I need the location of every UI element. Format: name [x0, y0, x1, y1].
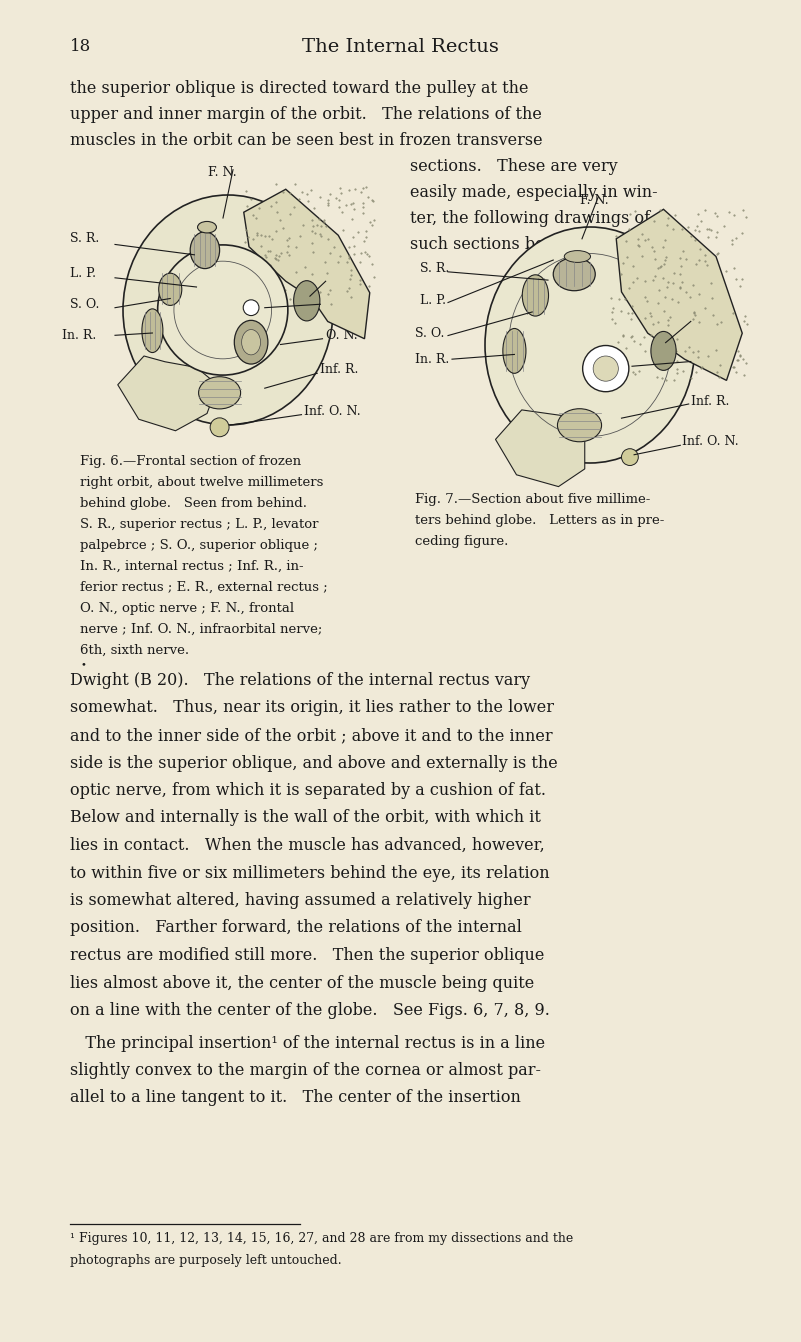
Text: •: • — [80, 660, 86, 670]
Text: muscles in the orbit can be seen best in frozen transverse: muscles in the orbit can be seen best in… — [70, 132, 542, 149]
Text: right orbit, about twelve millimeters: right orbit, about twelve millimeters — [80, 476, 324, 488]
Text: O. N.: O. N. — [326, 329, 357, 342]
Text: L. P.: L. P. — [70, 267, 96, 279]
Text: the superior oblique is directed toward the pulley at the: the superior oblique is directed toward … — [70, 81, 529, 97]
Text: lies in contact.   When the muscle has advanced, however,: lies in contact. When the muscle has adv… — [70, 837, 545, 854]
Text: Below and internally is the wall of the orbit, with which it: Below and internally is the wall of the … — [70, 809, 541, 827]
Text: side is the superior oblique, and above and externally is the: side is the superior oblique, and above … — [70, 754, 557, 772]
Text: F. N.: F. N. — [208, 166, 236, 180]
Text: In. R.: In. R. — [62, 329, 96, 342]
Ellipse shape — [564, 251, 590, 263]
Text: to within five or six millimeters behind the eye, its relation: to within five or six millimeters behind… — [70, 864, 549, 882]
Text: S. R.: S. R. — [70, 232, 99, 246]
Text: Inf. O. N.: Inf. O. N. — [304, 405, 360, 417]
Text: In. R., internal rectus ; Inf. R., in-: In. R., internal rectus ; Inf. R., in- — [80, 560, 304, 573]
Text: palpebrce ; S. O., superior oblique ;: palpebrce ; S. O., superior oblique ; — [80, 539, 318, 552]
Ellipse shape — [522, 275, 549, 317]
Polygon shape — [616, 209, 743, 380]
Ellipse shape — [651, 331, 676, 370]
Text: S. O.: S. O. — [70, 298, 99, 311]
Ellipse shape — [198, 221, 216, 234]
Text: somewhat.   Thus, near its origin, it lies rather to the lower: somewhat. Thus, near its origin, it lies… — [70, 699, 554, 717]
Ellipse shape — [190, 232, 219, 268]
Polygon shape — [496, 409, 585, 487]
Text: and to the inner side of the orbit ; above it and to the inner: and to the inner side of the orbit ; abo… — [70, 727, 553, 743]
Text: O. N., optic nerve ; F. N., frontal: O. N., optic nerve ; F. N., frontal — [80, 603, 294, 615]
Text: 6th, sixth nerve.: 6th, sixth nerve. — [80, 644, 189, 658]
Text: sections.   These are very: sections. These are very — [410, 158, 618, 174]
Circle shape — [582, 345, 629, 392]
Polygon shape — [118, 356, 218, 431]
Ellipse shape — [123, 195, 333, 425]
Text: E. R.: E. R. — [693, 313, 723, 326]
Ellipse shape — [485, 227, 695, 463]
Text: Inf. R.: Inf. R. — [320, 364, 359, 376]
Circle shape — [622, 448, 638, 466]
Text: behind globe.   Seen from behind.: behind globe. Seen from behind. — [80, 497, 307, 510]
Text: The principal insertion¹ of the internal rectus is in a line: The principal insertion¹ of the internal… — [70, 1035, 545, 1052]
Text: E. R.: E. R. — [328, 263, 358, 276]
Circle shape — [158, 244, 288, 376]
Ellipse shape — [557, 409, 602, 442]
Text: L. P.: L. P. — [420, 294, 446, 307]
Text: optic nerve, from which it is separated by a cushion of fat.: optic nerve, from which it is separated … — [70, 782, 546, 798]
Text: Fig. 6.—Frontal section of frozen: Fig. 6.—Frontal section of frozen — [80, 455, 301, 468]
Text: nerve ; Inf. O. N., infraorbital nerve;: nerve ; Inf. O. N., infraorbital nerve; — [80, 623, 322, 636]
Text: ceding figure.: ceding figure. — [415, 535, 509, 548]
Text: Fig. 7.—Section about five millime-: Fig. 7.—Section about five millime- — [415, 493, 650, 506]
Text: is somewhat altered, having assumed a relatively higher: is somewhat altered, having assumed a re… — [70, 892, 530, 909]
Text: position.   Farther forward, the relations of the internal: position. Farther forward, the relations… — [70, 919, 522, 937]
Ellipse shape — [294, 280, 320, 321]
Text: ferior rectus ; E. R., external rectus ;: ferior rectus ; E. R., external rectus ; — [80, 581, 328, 595]
Ellipse shape — [242, 330, 260, 354]
Text: The Internal Rectus: The Internal Rectus — [301, 38, 498, 56]
Text: Inf. O. N.: Inf. O. N. — [682, 435, 739, 448]
Text: lies almost above it, the center of the muscle being quite: lies almost above it, the center of the … — [70, 974, 534, 992]
Text: ter, the following drawings of: ter, the following drawings of — [410, 209, 650, 227]
Text: ¹ Figures 10, 11, 12, 13, 14, 15, 16, 27, and 28 are from my dissections and the: ¹ Figures 10, 11, 12, 13, 14, 15, 16, 27… — [70, 1232, 574, 1245]
Ellipse shape — [159, 274, 182, 306]
Text: F. N.: F. N. — [580, 195, 609, 207]
Text: ters behind globe.   Letters as in pre-: ters behind globe. Letters as in pre- — [415, 514, 664, 527]
Text: In. R.: In. R. — [415, 353, 449, 365]
Ellipse shape — [199, 377, 240, 409]
Ellipse shape — [553, 258, 595, 291]
Text: O. N.: O. N. — [693, 353, 725, 365]
Text: S. O.: S. O. — [415, 326, 445, 340]
Text: easily made, especially in win-: easily made, especially in win- — [410, 184, 658, 201]
Text: Dwight (B 20).   The relations of the internal rectus vary: Dwight (B 20). The relations of the inte… — [70, 672, 530, 688]
Text: such sections being taken from: such sections being taken from — [410, 236, 665, 254]
Text: allel to a line tangent to it.   The center of the insertion: allel to a line tangent to it. The cente… — [70, 1090, 521, 1107]
Text: rectus are modified still more.   Then the superior oblique: rectus are modified still more. Then the… — [70, 947, 545, 964]
Polygon shape — [244, 189, 370, 338]
Circle shape — [210, 417, 229, 436]
Text: 6th.: 6th. — [323, 294, 348, 307]
Ellipse shape — [503, 329, 526, 373]
Text: slightly convex to the margin of the cornea or almost par-: slightly convex to the margin of the cor… — [70, 1062, 541, 1079]
Text: Inf. R.: Inf. R. — [690, 395, 729, 408]
Text: 18: 18 — [70, 38, 91, 55]
Text: photographs are purposely left untouched.: photographs are purposely left untouched… — [70, 1253, 341, 1267]
Ellipse shape — [142, 309, 163, 353]
Text: upper and inner margin of the orbit.   The relations of the: upper and inner margin of the orbit. The… — [70, 106, 541, 123]
Text: on a line with the center of the globe.   See Figs. 6, 7, 8, 9.: on a line with the center of the globe. … — [70, 1002, 549, 1019]
Text: S. R.: S. R. — [420, 262, 449, 275]
Circle shape — [594, 356, 618, 381]
Text: S. R., superior rectus ; L. P., levator: S. R., superior rectus ; L. P., levator — [80, 518, 319, 531]
Circle shape — [244, 299, 259, 315]
Ellipse shape — [235, 321, 268, 364]
